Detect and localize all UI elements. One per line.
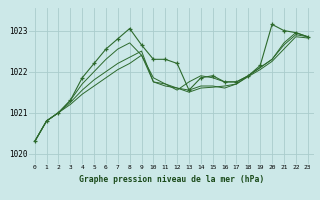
X-axis label: Graphe pression niveau de la mer (hPa): Graphe pression niveau de la mer (hPa): [79, 175, 264, 184]
